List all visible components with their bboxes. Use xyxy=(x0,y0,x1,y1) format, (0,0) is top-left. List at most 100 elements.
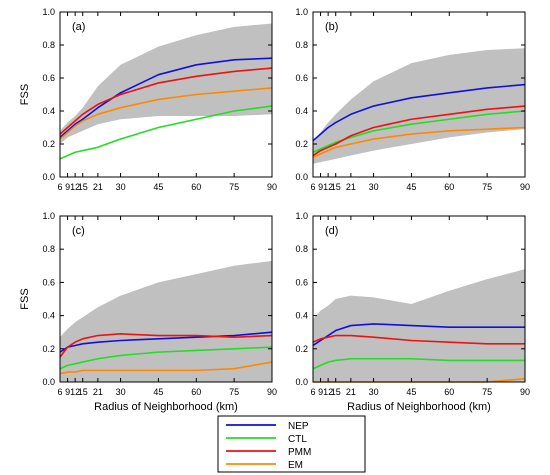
x-tick-label: 12 xyxy=(323,182,333,192)
panel-label: (b) xyxy=(325,21,338,33)
y-tick-label: 0.0 xyxy=(42,172,55,182)
x-tick-label: 75 xyxy=(482,182,492,192)
x-tick-label: 12 xyxy=(70,387,80,397)
x-tick-label: 75 xyxy=(229,387,239,397)
y-axis-label: FSS xyxy=(19,288,31,309)
x-tick-label: 30 xyxy=(369,182,379,192)
panel-label: (d) xyxy=(325,225,338,237)
x-tick-label: 6 xyxy=(310,182,315,192)
x-tick-label: 6 xyxy=(57,387,62,397)
x-tick-label: 60 xyxy=(444,182,454,192)
x-tick-label: 30 xyxy=(369,387,379,397)
x-tick-label: 45 xyxy=(153,182,163,192)
y-tick-label: 1.0 xyxy=(42,211,55,221)
legend-label-em: EM xyxy=(288,460,303,471)
y-tick-label: 0.6 xyxy=(42,73,55,83)
x-tick-label: 9 xyxy=(65,387,70,397)
series-line-ctl xyxy=(312,357,525,370)
y-tick-label: 0.2 xyxy=(295,139,308,149)
panel-label: (c) xyxy=(72,225,85,237)
x-tick-label: 60 xyxy=(191,182,201,192)
plot-frame xyxy=(59,11,273,178)
series-line-pmm xyxy=(312,105,526,157)
y-tick-label: 0.0 xyxy=(295,172,308,182)
x-tick-label: 15 xyxy=(78,182,88,192)
x-tick-label: 45 xyxy=(406,182,416,192)
series-line-em xyxy=(59,87,273,140)
series-line-ctl xyxy=(312,110,526,153)
x-tick-label: 90 xyxy=(520,387,530,397)
x-tick-label: 9 xyxy=(65,182,70,192)
x-tick-label: 21 xyxy=(93,182,103,192)
y-tick-label: 0.6 xyxy=(42,277,55,287)
x-tick-label: 75 xyxy=(482,387,492,397)
plot-frame xyxy=(312,215,526,383)
legend-label-pmm: PMM xyxy=(288,447,311,458)
series-line-pmm xyxy=(59,67,273,135)
x-tick-label: 60 xyxy=(191,387,201,397)
y-tick-label: 0.0 xyxy=(42,377,55,387)
y-tick-label: 0.6 xyxy=(295,277,308,287)
x-tick-label: 45 xyxy=(153,387,163,397)
y-tick-label: 0.4 xyxy=(295,311,308,321)
x-tick-label: 9 xyxy=(318,387,323,397)
x-axis-label: Radius of Neighborhood (km) xyxy=(347,401,491,413)
y-tick-label: 0.4 xyxy=(295,106,308,116)
series-line-pmm xyxy=(312,334,525,345)
series-line-em xyxy=(312,126,526,158)
series-line-ctl xyxy=(59,105,273,160)
series-line-nep xyxy=(312,83,526,142)
x-tick-label: 90 xyxy=(520,182,530,192)
legend-label-ctl: CTL xyxy=(288,434,307,445)
y-tick-label: 0.4 xyxy=(42,311,55,321)
series-line-em xyxy=(59,361,273,375)
x-tick-label: 6 xyxy=(310,387,315,397)
spread-band xyxy=(313,48,525,164)
legend: NEP CTL PMM EM xyxy=(217,415,366,473)
y-tick-label: 1.0 xyxy=(295,7,308,17)
x-tick-label: 30 xyxy=(116,182,126,192)
x-tick-label: 12 xyxy=(323,387,333,397)
x-tick-label: 21 xyxy=(93,387,103,397)
x-tick-label: 15 xyxy=(78,387,88,397)
x-tick-label: 15 xyxy=(331,182,341,192)
x-tick-label: 6 xyxy=(57,182,62,192)
x-tick-label: 30 xyxy=(116,387,126,397)
y-tick-label: 0.2 xyxy=(42,139,55,149)
y-tick-label: 0.4 xyxy=(42,106,55,116)
y-tick-label: 0.8 xyxy=(42,40,55,50)
plot-frame xyxy=(59,215,273,383)
y-tick-label: 0.6 xyxy=(295,73,308,83)
x-tick-label: 9 xyxy=(318,182,323,192)
y-axis-label: FSS xyxy=(19,84,31,105)
series-line-ctl xyxy=(59,346,273,370)
panel-label: (a) xyxy=(72,21,85,33)
y-tick-label: 0.2 xyxy=(295,344,308,354)
series-line-pmm xyxy=(59,333,273,358)
x-axis-label: Radius of Neighborhood (km) xyxy=(94,401,238,413)
x-tick-label: 75 xyxy=(229,182,239,192)
y-tick-label: 0.2 xyxy=(42,344,55,354)
y-tick-label: 0.8 xyxy=(42,244,55,254)
x-tick-label: 90 xyxy=(267,182,277,192)
y-tick-label: 0.8 xyxy=(295,244,308,254)
y-tick-label: 0.8 xyxy=(295,40,308,50)
legend-label-nep: NEP xyxy=(288,421,309,432)
y-tick-label: 1.0 xyxy=(295,211,308,221)
x-tick-label: 45 xyxy=(406,387,416,397)
plot-frame xyxy=(312,11,526,178)
spread-band xyxy=(60,260,272,382)
x-tick-label: 12 xyxy=(70,182,80,192)
y-tick-label: 0.0 xyxy=(295,377,308,387)
x-tick-label: 90 xyxy=(267,387,277,397)
x-tick-label: 21 xyxy=(346,182,356,192)
x-tick-label: 15 xyxy=(331,387,341,397)
x-tick-label: 60 xyxy=(444,387,454,397)
x-tick-label: 21 xyxy=(346,387,356,397)
y-tick-label: 1.0 xyxy=(42,7,55,17)
